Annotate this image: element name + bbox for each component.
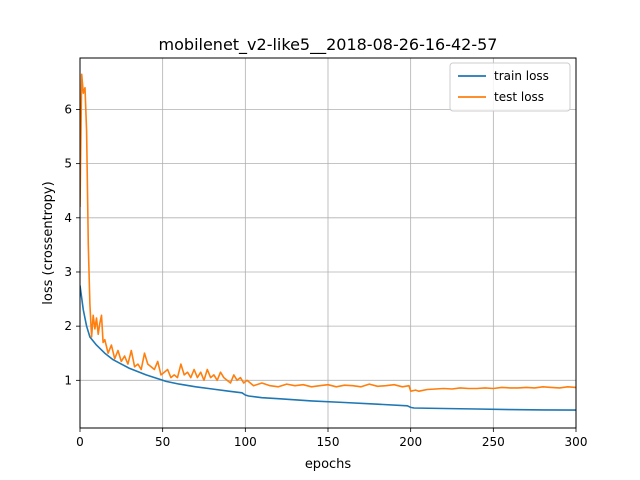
y-tick-label: 5 [64,157,72,171]
y-tick-label: 1 [64,373,72,387]
y-tick-label: 4 [64,211,72,225]
x-tick-label: 50 [155,435,170,449]
series-lines [80,73,576,411]
x-tick-label: 150 [317,435,340,449]
x-tick-label: 0 [76,435,84,449]
y-tick-label: 3 [64,265,72,279]
test-loss-legend-label: test loss [494,90,544,104]
x-axis-ticks: 0 50 100 150 200 250 300 [76,428,587,449]
chart-title: mobilenet_v2-like5__2018-08-26-16-42-57 [159,35,498,55]
legend: train loss test loss [449,62,571,112]
x-tick-label: 200 [399,435,422,449]
legend-box [449,62,571,112]
train-loss-line [80,285,576,411]
x-axis-label: epochs [305,457,352,472]
x-tick-label: 100 [234,435,257,449]
test-loss-line [80,73,576,393]
y-axis-ticks: 1 2 3 4 5 6 [64,102,80,387]
y-axis-label: loss (crossentropy) [41,181,56,304]
y-tick-label: 6 [64,102,72,116]
x-tick-label: 300 [565,435,588,449]
train-loss-legend-label: train loss [494,69,549,83]
y-tick-label: 2 [64,319,72,333]
x-tick-label: 250 [482,435,505,449]
